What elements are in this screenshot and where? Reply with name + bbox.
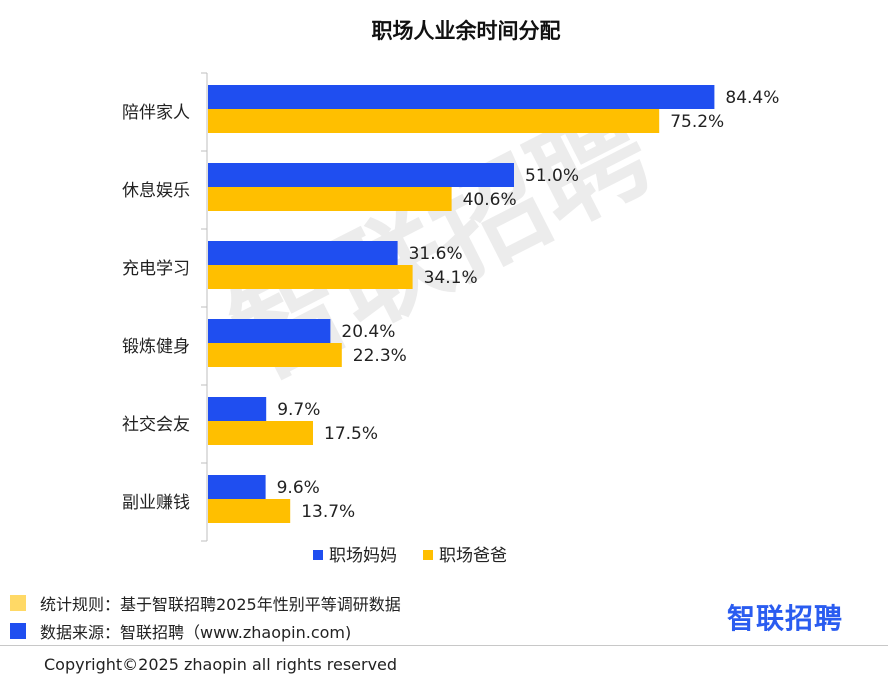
stat-rule-swatch <box>10 595 26 611</box>
bar-dad <box>208 187 452 211</box>
legend-label: 职场妈妈 <box>329 546 397 566</box>
bar-dad <box>208 343 342 367</box>
bar-mom <box>208 397 267 421</box>
data-label: 17.5% <box>324 424 378 444</box>
footer-divider <box>0 645 888 646</box>
bar-dad <box>208 265 413 289</box>
category-label: 休息娱乐 <box>122 181 190 201</box>
data-label: 40.6% <box>463 190 517 210</box>
bar-mom <box>208 241 398 265</box>
bar-dad <box>208 109 660 133</box>
bar-dad <box>208 421 313 445</box>
data-label: 13.7% <box>301 502 355 522</box>
data-source-note: 数据来源：智联招聘（www.zhaopin.com) <box>10 619 351 643</box>
bar-mom <box>208 319 331 343</box>
data-label: 9.7% <box>277 400 320 420</box>
category-label: 锻炼健身 <box>122 337 190 357</box>
category-label: 社交会友 <box>122 415 190 435</box>
bar-mom <box>208 163 514 187</box>
data-source-swatch <box>10 623 26 639</box>
legend-swatch <box>313 550 323 560</box>
data-label: 84.4% <box>725 88 779 108</box>
bar-dad <box>208 499 291 523</box>
category-label: 副业赚钱 <box>122 493 190 513</box>
data-label: 51.0% <box>525 166 579 186</box>
chart-title: 职场人业余时间分配 <box>372 19 561 43</box>
data-source-text: 数据来源：智联招聘（www.zhaopin.com) <box>40 623 352 642</box>
copyright-text: Copyright©2025 zhaopin all rights reserv… <box>44 655 398 674</box>
legend-swatch <box>423 550 433 560</box>
bar-mom <box>208 475 266 499</box>
data-label: 22.3% <box>353 346 407 366</box>
data-label: 31.6% <box>409 244 463 264</box>
legend-label: 职场爸爸 <box>439 546 507 566</box>
bar-mom <box>208 85 715 109</box>
data-label: 75.2% <box>670 112 724 132</box>
data-label: 9.6% <box>277 478 320 498</box>
category-label: 陪伴家人 <box>122 103 190 123</box>
stat-rule-note: 统计规则：基于智联招聘2025年性别平等调研数据 <box>10 591 401 615</box>
data-label: 20.4% <box>341 322 395 342</box>
stat-rule-text: 统计规则：基于智联招聘2025年性别平等调研数据 <box>40 595 401 614</box>
zhaopin-logo: 智联招聘 <box>727 602 844 635</box>
category-label: 充电学习 <box>122 259 190 279</box>
data-label: 34.1% <box>424 268 478 288</box>
